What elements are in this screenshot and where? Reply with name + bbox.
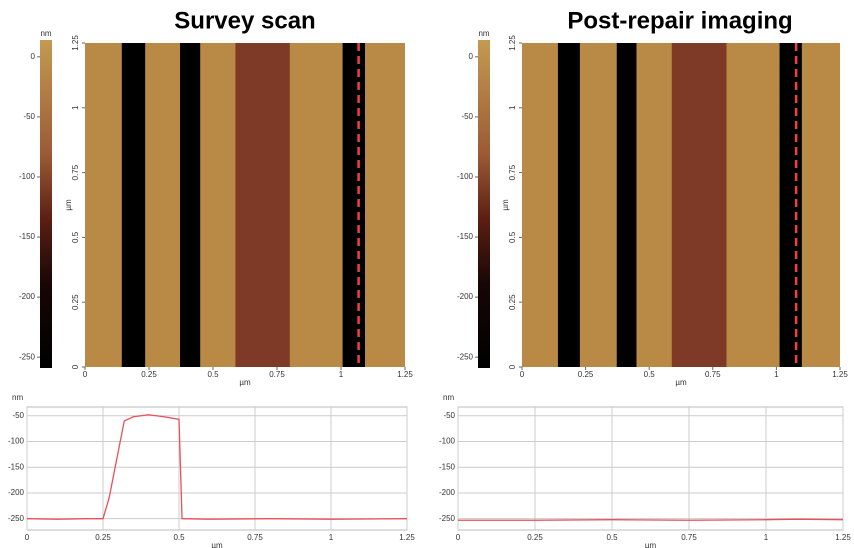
plot-area bbox=[457, 406, 844, 531]
colorbar-tick-label: -150 bbox=[19, 232, 36, 241]
colorbar-tick-label: -50 bbox=[23, 112, 35, 121]
y-tick-label: -50 bbox=[443, 411, 455, 420]
x-tick-label: 0.5 bbox=[207, 370, 219, 379]
colorbar-tick-label: 0 bbox=[31, 52, 36, 61]
y-tick-label: 0.75 bbox=[71, 164, 80, 180]
x-tick-label: 1 bbox=[339, 370, 344, 379]
colorbar bbox=[40, 40, 52, 368]
x-tick-label: 0.75 bbox=[705, 370, 721, 379]
y-tick-label: 0 bbox=[508, 364, 517, 369]
y-tick-label: 0.5 bbox=[508, 231, 517, 243]
x-tick-label: 0 bbox=[25, 533, 30, 542]
y-tick-label: -150 bbox=[8, 462, 25, 471]
y-axis-label: µm bbox=[64, 199, 73, 211]
colorbar-tick-label: -250 bbox=[19, 352, 36, 361]
afm-feature bbox=[342, 43, 365, 367]
x-tick-label: 0 bbox=[456, 533, 461, 542]
x-tick-label: 1 bbox=[774, 370, 779, 379]
y-tick-label: 0.5 bbox=[71, 231, 80, 243]
y-axis-label: µm bbox=[501, 199, 510, 211]
x-axis-label: µm bbox=[239, 378, 251, 387]
colorbar-label: nm bbox=[478, 29, 489, 38]
x-tick-label: 0 bbox=[520, 370, 525, 379]
colorbar-label: nm bbox=[40, 29, 51, 38]
x-tick-label: 0.5 bbox=[606, 533, 618, 542]
x-tick-label: 0.75 bbox=[681, 533, 697, 542]
colorbar-tick-label: -100 bbox=[457, 172, 474, 181]
y-tick-label: 0.75 bbox=[508, 164, 517, 180]
x-tick-label: 0 bbox=[83, 370, 88, 379]
colorbar bbox=[478, 40, 490, 368]
x-tick-label: 0.25 bbox=[578, 370, 594, 379]
colorbar-tick-label: -250 bbox=[457, 352, 474, 361]
plot-area bbox=[26, 406, 408, 531]
x-tick-label: 1.25 bbox=[835, 533, 851, 542]
y-tick-label: 1.25 bbox=[508, 35, 517, 51]
x-tick-label: 0.5 bbox=[173, 533, 185, 542]
afm-feature bbox=[235, 43, 290, 367]
x-tick-label: 0.25 bbox=[95, 533, 111, 542]
x-axis-label: µm bbox=[645, 541, 657, 548]
x-tick-label: 0.75 bbox=[269, 370, 285, 379]
colorbar-tick-label: -200 bbox=[19, 292, 36, 301]
y-axis-label: nm bbox=[443, 393, 454, 402]
colorbar-tick-label: -150 bbox=[457, 232, 474, 241]
x-tick-label: 1 bbox=[764, 533, 769, 542]
x-tick-label: 1 bbox=[329, 533, 334, 542]
y-tick-label: -200 bbox=[439, 488, 456, 497]
afm-feature bbox=[616, 43, 637, 367]
x-tick-label: 0.75 bbox=[247, 533, 263, 542]
afm-feature bbox=[779, 43, 802, 367]
afm-feature bbox=[121, 43, 146, 367]
y-tick-label: 0.25 bbox=[71, 294, 80, 310]
x-tick-label: 1.25 bbox=[832, 370, 848, 379]
y-tick-label: 1 bbox=[508, 105, 517, 110]
y-tick-label: 1.25 bbox=[71, 35, 80, 51]
y-tick-label: -200 bbox=[8, 488, 25, 497]
colorbar-tick-label: -200 bbox=[457, 292, 474, 301]
x-tick-label: 1.25 bbox=[397, 370, 413, 379]
colorbar-tick-label: -50 bbox=[461, 112, 473, 121]
y-tick-label: 0.25 bbox=[508, 294, 517, 310]
colorbar-tick-label: 0 bbox=[469, 52, 474, 61]
panel-title: Post-repair imaging bbox=[567, 7, 792, 34]
x-tick-label: 1.25 bbox=[399, 533, 415, 542]
afm-feature bbox=[671, 43, 727, 367]
profile-line bbox=[458, 518, 844, 521]
y-tick-label: -250 bbox=[439, 514, 456, 523]
y-tick-label: -150 bbox=[439, 462, 456, 471]
profile-line bbox=[26, 414, 408, 520]
x-axis-label: µm bbox=[211, 541, 223, 548]
x-tick-label: 0.5 bbox=[644, 370, 656, 379]
afm-feature bbox=[180, 43, 201, 367]
afm-feature bbox=[557, 43, 580, 367]
x-tick-label: 0.25 bbox=[527, 533, 543, 542]
y-tick-label: 0 bbox=[71, 364, 80, 369]
x-axis-label: µm bbox=[675, 378, 687, 387]
panel-title: Survey scan bbox=[174, 7, 315, 34]
y-tick-label: 1 bbox=[71, 105, 80, 110]
y-axis-label: nm bbox=[12, 393, 23, 402]
x-tick-label: 0.25 bbox=[141, 370, 157, 379]
y-tick-label: -50 bbox=[12, 411, 24, 420]
y-tick-label: -100 bbox=[8, 437, 25, 446]
y-tick-label: -250 bbox=[8, 514, 25, 523]
colorbar-tick-label: -100 bbox=[19, 172, 36, 181]
y-tick-label: -100 bbox=[439, 437, 456, 446]
